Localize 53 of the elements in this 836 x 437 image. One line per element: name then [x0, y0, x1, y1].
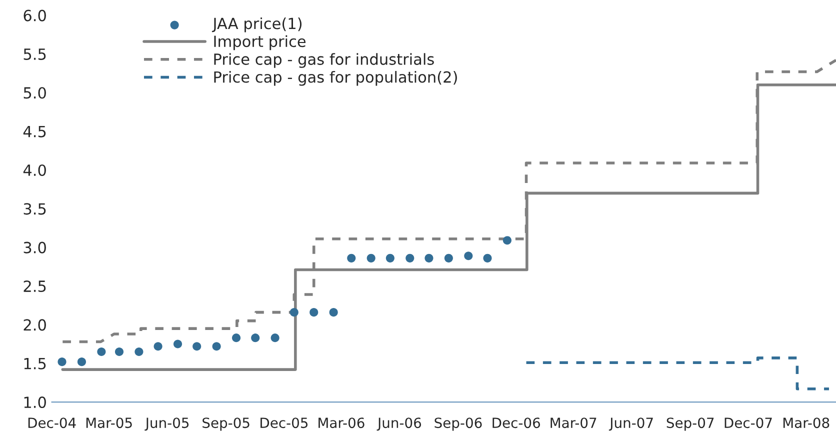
x-tick-label: Jun-05 — [144, 418, 189, 431]
point — [97, 347, 106, 356]
x-tick-label: Jun-06 — [376, 418, 422, 431]
y-tick-label: 2.0 — [24, 319, 46, 331]
point — [502, 236, 512, 245]
x-tick-label: Dec-06 — [492, 418, 540, 428]
point — [251, 334, 260, 342]
x-tick-label: Mar-06 — [318, 418, 364, 428]
point — [270, 334, 280, 342]
legend-label: Price cap - gas for population(2) — [214, 70, 457, 86]
y-tick-label: 1.0 — [24, 396, 46, 408]
point — [232, 334, 241, 342]
point — [134, 347, 144, 356]
x-tick-label: Mar-07 — [550, 418, 596, 428]
point — [366, 254, 376, 262]
point — [406, 254, 414, 262]
point — [77, 358, 86, 366]
legend-label: JAA price(1) — [212, 17, 302, 32]
x-tick-label: Dec-07 — [724, 418, 772, 428]
point — [114, 347, 124, 356]
point — [329, 308, 338, 317]
point — [347, 254, 356, 262]
point — [212, 342, 221, 351]
x-tick-label: Dec-04 — [28, 418, 76, 428]
point — [173, 340, 182, 348]
x-tick-label: Dec-05 — [260, 418, 308, 428]
y-tick-label: 1.5 — [24, 358, 46, 370]
y-tick-label: 5.5 — [24, 48, 46, 60]
point — [483, 254, 492, 262]
legend-label: Price cap - gas for industrials — [214, 53, 434, 68]
y-tick-label: 4.0 — [23, 164, 46, 176]
point — [386, 254, 394, 262]
y-tick-label: 5.0 — [24, 87, 46, 99]
x-tick-label: Sep-07 — [666, 418, 714, 431]
y-tick-label: 3.0 — [24, 242, 46, 254]
point — [464, 252, 473, 260]
point — [192, 342, 202, 351]
x-tick-label: Mar-05 — [86, 418, 132, 428]
y-tick-label: 2.5 — [24, 280, 46, 292]
point — [290, 308, 298, 317]
x-tick-label: Sep-06 — [434, 418, 482, 431]
point — [444, 254, 453, 262]
x-tick-label: Sep-05 — [202, 418, 250, 431]
point — [310, 308, 318, 317]
y-tick-label: 4.5 — [23, 126, 46, 138]
y-tick-label: 3.5 — [24, 203, 46, 215]
y-tick-label: 6.0 — [24, 10, 46, 22]
legend-label: Import price — [214, 35, 306, 50]
x-tick-label: Mar-08 — [783, 418, 830, 428]
x-tick-label: Jun-07 — [608, 418, 653, 431]
point — [154, 342, 162, 351]
point — [424, 254, 434, 262]
point — [58, 358, 66, 366]
